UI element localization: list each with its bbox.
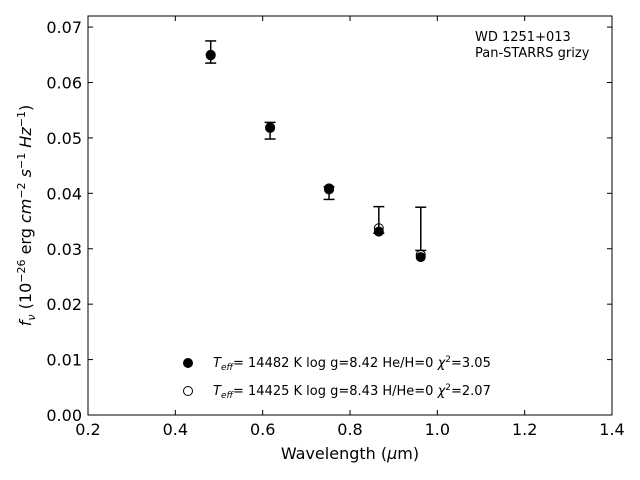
annotation-line-1: WD 1251+013 [475, 30, 571, 45]
y-tick-label: 0.02 [46, 295, 82, 314]
error-bars [205, 40, 427, 252]
x-tick-label: 0.8 [337, 420, 362, 439]
x-tick-label: 0.6 [250, 420, 275, 439]
y-tick-label: 0.03 [46, 240, 82, 259]
x-tick-label: 1.0 [425, 420, 450, 439]
filled-point [373, 226, 384, 237]
x-tick-label: 1.4 [599, 420, 624, 439]
x-tick-label: 0.4 [163, 420, 188, 439]
legend-marker-open [183, 386, 193, 396]
y-tick-label: 0.01 [46, 351, 82, 370]
filled-point [415, 252, 426, 263]
y-tick-label: 0.05 [46, 129, 82, 148]
y-tick-label: 0.04 [46, 184, 82, 203]
y-tick-label: 0.00 [46, 406, 82, 425]
x-tick-label: 0.2 [75, 420, 100, 439]
data-points [205, 49, 426, 263]
y-tick-label: 0.07 [46, 18, 82, 37]
legend-marker-filled [183, 358, 193, 368]
svg-text:fν (10−26 erg cm−2 s−1 Hz−1): fν (10−26 erg cm−2 s−1 Hz−1) [15, 105, 38, 326]
open-point [415, 249, 426, 260]
x-tick-label: 1.2 [512, 420, 537, 439]
legend-entry-1: Teff= 14482 K log g=8.42 He/H=0 χ2=3.05 [213, 355, 491, 373]
open-point [324, 184, 335, 195]
open-point [373, 223, 384, 234]
x-axis-label: Wavelength (μm) [281, 444, 419, 463]
axis-ticks: 0.2 0.4 0.6 0.8 1.0 1.2 1.4 0.00 0.01 0.02 0.03 0.0… [46, 16, 625, 439]
legend: Teff= 14482 K log g=8.42 He/H=0 χ2=3.05 … [183, 355, 491, 401]
y-tick-label: 0.06 [46, 74, 82, 93]
y-axis-label: fν (10−26 erg cm−2 s−1 Hz−1) [15, 105, 38, 326]
annotation-line-2: Pan-STARRS grizy [475, 46, 590, 61]
open-point [265, 122, 276, 133]
open-point [205, 50, 216, 61]
legend-entry-2: Teff= 14425 K log g=8.43 H/He=0 χ2=2.07 [213, 383, 491, 401]
